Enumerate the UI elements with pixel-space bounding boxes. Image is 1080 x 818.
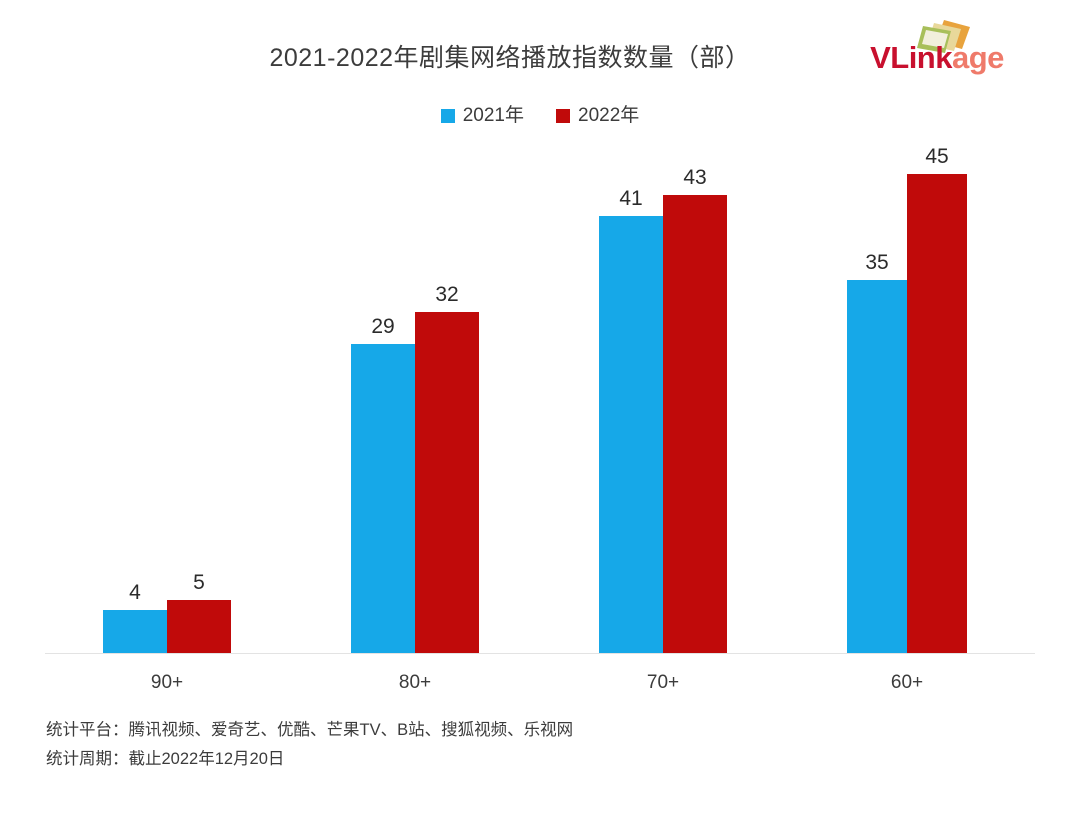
card-stack-icon — [914, 18, 972, 54]
bar-2022-70plus[interactable]: 43 — [663, 167, 727, 653]
x-axis-baseline — [45, 653, 1035, 654]
x-label-80plus: 80+ — [398, 672, 432, 693]
x-label-90plus: 90+ — [150, 672, 184, 693]
bar-2022-60plus[interactable]: 45 — [907, 146, 967, 653]
bar-value-2021-80plus: 29 — [371, 315, 395, 338]
legend-item-2021[interactable]: 2021年 — [440, 105, 524, 126]
legend-swatch-2021 — [440, 108, 455, 123]
footnote-platforms: 统计平台：腾讯视频、爱奇艺、优酷、芒果TV、B站、搜狐视频、乐视网 — [46, 721, 574, 739]
footnote-period: 统计周期：截止2022年12月20日 — [46, 749, 285, 768]
legend-swatch-2022 — [556, 108, 570, 123]
logo-wordmark: VLinkage — [842, 42, 1032, 73]
bar-value-2022-70plus: 43 — [683, 166, 707, 189]
bar-2021-70plus[interactable]: 41 — [599, 188, 663, 653]
bar-value-2021-70plus: 41 — [619, 187, 643, 210]
x-label-70plus: 70+ — [646, 672, 680, 693]
logo-text-light: age — [951, 40, 1004, 75]
chart-title: 2021-2022年剧集网络播放指数数量（部） — [269, 44, 751, 72]
bar-value-2021-90plus: 4 — [129, 581, 141, 604]
legend-label-2021: 2021年 — [462, 105, 524, 126]
bar-2021-90plus[interactable]: 4 — [103, 582, 167, 653]
x-label-60plus: 60+ — [890, 672, 924, 693]
vlinkage-logo: VLinkage — [842, 18, 1032, 80]
chart-legend: 2021年 2022年 — [0, 106, 1080, 125]
bar-2022-80plus[interactable]: 32 — [415, 284, 479, 653]
bar-2021-80plus[interactable]: 29 — [351, 316, 415, 653]
bar-value-2022-90plus: 5 — [193, 571, 205, 594]
footnotes: 统计平台：腾讯视频、爱奇艺、优酷、芒果TV、B站、搜狐视频、乐视网 统计周期：截… — [46, 716, 573, 774]
bar-value-2021-60plus: 35 — [865, 251, 889, 274]
legend-label-2022: 2022年 — [578, 105, 640, 126]
legend-item-2022[interactable]: 2022年 — [556, 106, 639, 125]
logo-text-bold: VLink — [870, 40, 952, 75]
bar-2022-90plus[interactable]: 5 — [167, 572, 231, 653]
bar-2021-60plus[interactable]: 35 — [847, 252, 907, 653]
bar-value-2022-80plus: 32 — [435, 283, 459, 306]
bar-value-2022-60plus: 45 — [925, 145, 949, 168]
